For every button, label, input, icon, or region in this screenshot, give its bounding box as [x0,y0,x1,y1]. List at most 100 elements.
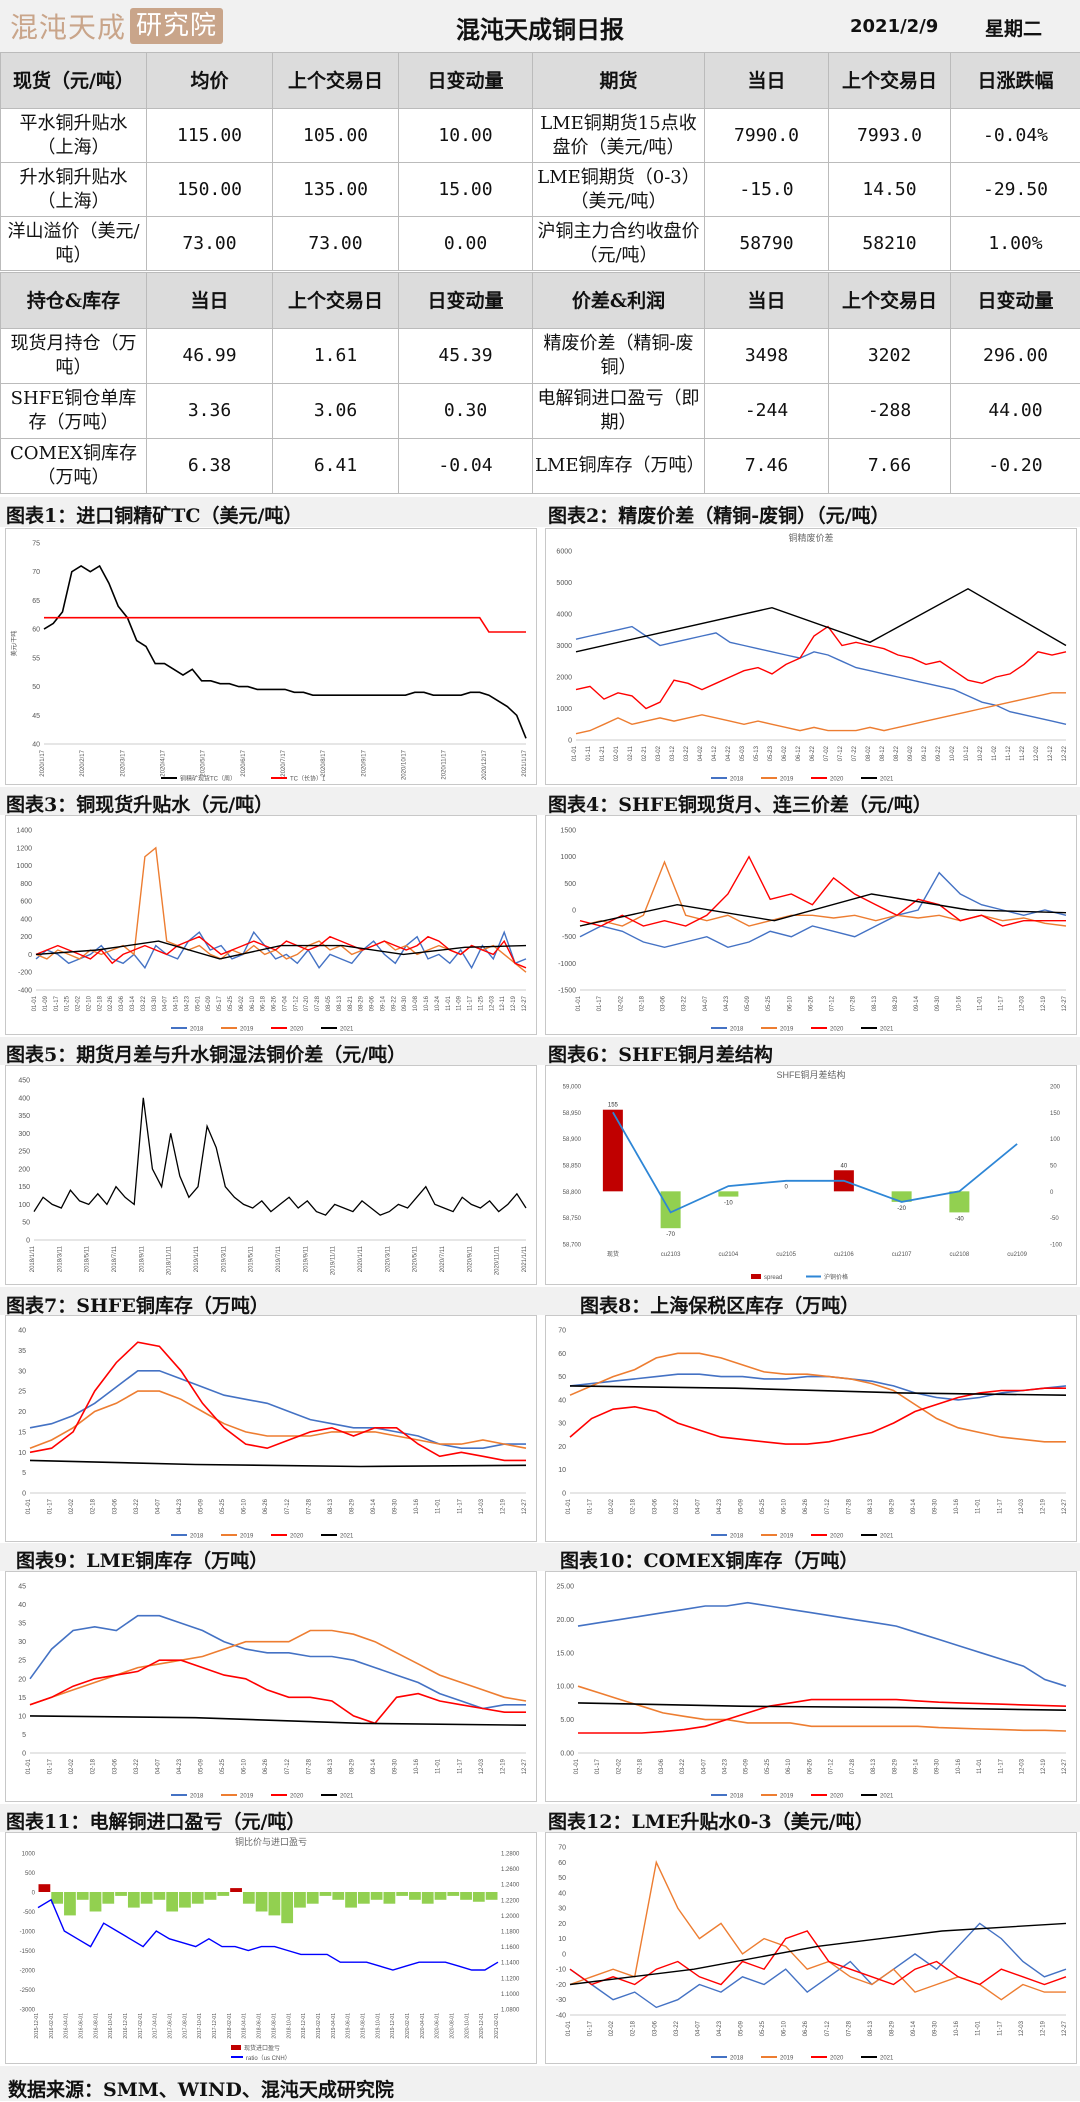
y-tick-label: 400 [18,1095,30,1102]
x-tick-label: 03-06 [652,2020,658,2036]
x-tick-label: 05-17 [217,995,223,1011]
pnl-bar [486,1892,498,1900]
x-tick-label: 2018/3/11 [57,1245,63,1272]
row-label: LME铜期货（0-3）（美元/吨） [533,163,705,217]
x-tick-label: 07-28 [846,1498,852,1514]
x-tick-label: 06-22 [810,745,816,761]
y-tick-label: 10 [558,1467,566,1474]
y-tick-label: 5 [22,1470,26,1477]
x-tick-label: 01-01 [576,995,582,1011]
legend-label: spread [764,1275,782,1281]
value-cell: 10.00 [399,109,533,163]
value-cell: 150.00 [147,163,273,217]
x-tick-label: 2021/1/17 [522,749,528,776]
value-cell: 7.66 [829,439,951,494]
x-tick-label: 2020-02-01 [405,2013,411,2039]
y-tick-label: 60 [32,627,40,634]
x-tick-label: 02-26 [108,995,114,1011]
x-tick-label: 04-07 [155,1758,161,1774]
y-tick-label: 20 [558,1444,566,1451]
pnl-bar [384,1892,396,1904]
y-tick-label-right: 1.1200 [501,1976,520,1982]
x-tick-label: 05-09 [199,1758,205,1774]
x-tick-label: 08-13 [871,1758,877,1774]
x-tick-label: 07-28 [315,995,321,1011]
x-tick-label: 04-07 [703,995,709,1011]
x-tick-label: 02-11 [628,745,634,761]
x-tick-label: 2020/7/17 [281,749,287,776]
section-title-1: 图表1：进口铜精矿TC（美元/吨） [6,501,302,528]
pnl-bar [179,1892,191,1908]
row-label: LME铜库存（万吨） [533,439,705,494]
y-tick-label: -30 [556,1997,566,2004]
y-tick-label: 70 [558,1845,566,1852]
y-tick-label: 0 [26,1238,30,1245]
legend-label: 2019 [780,1027,794,1033]
y-tick-label: 60 [558,1351,566,1358]
y-tick-label: -200 [18,970,32,977]
legend-label: 2019 [240,1534,254,1540]
x-tick-label: 08-13 [872,995,878,1011]
x-tick-label: 2018-06-01 [257,2013,263,2039]
y-tick-label: 5000 [556,580,572,587]
x-tick-label: 06-26 [808,995,814,1011]
x-tick-label: 06-10 [250,995,256,1011]
value-cell: 73.00 [147,217,273,271]
x-tick-label: 02-02 [69,1498,75,1514]
pnl-bar [128,1892,140,1908]
x-tick-label: 05-09 [739,1498,745,1514]
pnl-bar [371,1892,383,1900]
value-cell: -29.50 [951,163,1080,217]
x-tick-label: 2020/2/17 [80,749,86,776]
y-tick-label-right: -100 [1050,1243,1063,1249]
series-line-2021 [30,1460,526,1466]
x-tick-label: 05-09 [739,2020,745,2036]
x-tick-label: 2021-02-01 [494,2013,500,2039]
x-tick-label: 06-02 [239,995,245,1011]
x-tick-label: 07-12 [838,745,844,761]
x-tick-label: 09-14 [911,2020,917,2036]
x-tick-label: 09-30 [393,1498,399,1514]
section-title-4: 图表4：SHFE铜现货月、连三价差（元/吨） [548,790,932,817]
x-tick-label: 05-25 [760,1498,766,1514]
x-tick-label: 2017-02-01 [138,2013,144,2039]
data-label: 0 [784,1184,788,1190]
x-tick-label: 09-22 [391,995,397,1011]
x-tick-label: 03-02 [656,745,662,761]
x-tick-label: 2020/10/17 [402,749,408,780]
y-tick-label: 35 [18,1348,26,1355]
x-tick-label: 12-22 [1062,745,1068,761]
x-tick-label: 01-09 [43,995,49,1011]
y-tick-label-right: 1.1400 [501,1961,520,1967]
x-tick-label: 2020/9/11 [467,1245,473,1272]
y-tick-label: 58,900 [563,1137,582,1143]
legend-swatch [751,1274,761,1279]
series-line-2018 [36,932,526,968]
y-tick-label: 15.00 [556,1650,574,1657]
x-tick-label: 01-17 [597,995,603,1011]
x-tick-label: 02-10 [86,995,92,1011]
pnl-bar [447,1892,459,1896]
y-tick-label: 500 [564,881,576,888]
table-header-cell: 上个交易日 [829,273,951,329]
report-date: 2021/2/9 [850,16,938,37]
legend-label: 2019 [780,1794,794,1800]
x-tick-label: 03-06 [112,1498,118,1514]
x-tick-label: 09-06 [370,995,376,1011]
x-tick-label: 2018-08-01 [271,2013,277,2039]
row-label: COMEX铜库存（万吨） [1,439,147,494]
x-tick-label: 06-02 [782,745,788,761]
pnl-bar [243,1892,255,1904]
value-cell: 115.00 [147,109,273,163]
x-tick-label: 05-25 [765,1758,771,1774]
x-tick-label: 09-14 [911,1498,917,1514]
x-tick-label: 09-14 [371,1758,377,1774]
y-tick-label: 1400 [16,828,32,835]
pnl-bar [230,1888,242,1892]
legend-label: 2019 [780,2056,794,2062]
y-tick-label: 1000 [556,706,572,713]
y-tick-label: 800 [20,881,32,888]
